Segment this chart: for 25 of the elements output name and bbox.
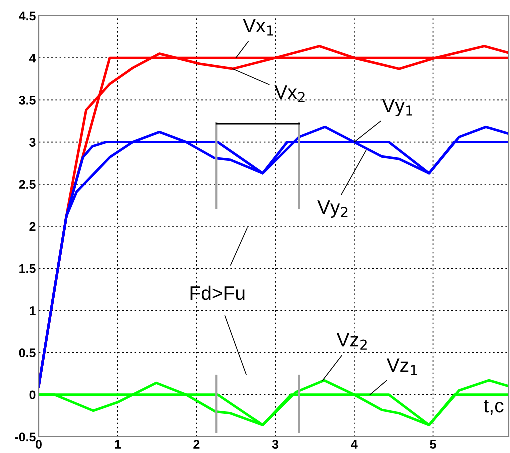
y-tick-label: 0 bbox=[30, 390, 36, 400]
x-tick-label: 5 bbox=[430, 440, 436, 449]
y-tick-label: 4.5 bbox=[19, 12, 36, 21]
annotation: Vx$_{1}$ bbox=[243, 19, 274, 36]
x-tick-label: 2 bbox=[194, 440, 200, 449]
x-tick-label: 3 bbox=[272, 440, 279, 449]
annotation: Vz$_{1}$ bbox=[386, 358, 418, 376]
annotation: Vy$_{2}$ bbox=[318, 200, 348, 218]
x-tick-label: 4 bbox=[351, 440, 358, 449]
y-tick-label: 1 bbox=[30, 306, 36, 316]
y-tick-label: 3.5 bbox=[19, 96, 36, 105]
annotation: Vy$_{1}$ bbox=[382, 99, 412, 117]
y-tick-label: 1.5 bbox=[20, 264, 36, 274]
y-tick-label: 0.5 bbox=[19, 348, 36, 358]
annotation: Vz$_{2}$ bbox=[336, 333, 367, 350]
annotation: Vx$_{2}$ bbox=[274, 86, 305, 102]
y-tick-label: 2.5 bbox=[19, 180, 36, 190]
x-tick-label: 0 bbox=[36, 440, 42, 449]
y-tick-label: 3 bbox=[30, 138, 36, 147]
y-tick-label: 2 bbox=[30, 222, 36, 232]
y-tick-label: -0.5 bbox=[15, 432, 36, 442]
annotation: Fd>Fu bbox=[190, 286, 245, 300]
x-tick-label: 1 bbox=[115, 440, 121, 449]
y-tick-label: 4 bbox=[29, 54, 36, 63]
x-axis-title: t,c bbox=[484, 400, 504, 416]
